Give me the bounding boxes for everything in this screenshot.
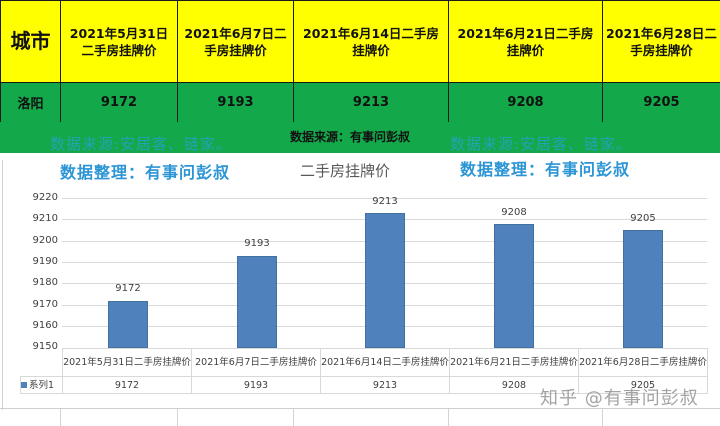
row-city: 洛阳 bbox=[0, 82, 61, 123]
category-label: 2021年6月7日二手房挂牌价 bbox=[191, 348, 321, 377]
y-tick: 9200 bbox=[32, 235, 58, 246]
series-value: 9208 bbox=[449, 376, 579, 394]
chart-data-table: 2021年5月31日二手房挂牌价 2021年6月7日二手房挂牌价 2021年6月… bbox=[20, 348, 708, 394]
y-tick: 9220 bbox=[32, 192, 58, 203]
corner-cell bbox=[21, 349, 63, 377]
legend-entry: 系列1 bbox=[20, 376, 63, 394]
header-col-5: 2021年6月28日二手房挂牌价 bbox=[602, 0, 720, 83]
header-col-2: 2021年6月7日二手房挂牌价 bbox=[177, 0, 294, 83]
series-row: 系列1 9172 9193 9213 9208 9205 bbox=[20, 376, 708, 394]
category-row: 2021年5月31日二手房挂牌价 2021年6月7日二手房挂牌价 2021年6月… bbox=[21, 348, 708, 377]
organizer-watermark-left: 数据整理：有事问彭叔 bbox=[60, 163, 231, 182]
row-value-3: 9213 bbox=[293, 82, 449, 123]
bar-2 bbox=[237, 256, 277, 348]
price-table: 城市 2021年5月31日二手房挂牌价 2021年6月7日二手房挂牌价 2021… bbox=[0, 0, 720, 123]
category-label: 2021年6月14日二手房挂牌价 bbox=[320, 348, 450, 377]
row-value-5: 9205 bbox=[602, 82, 720, 123]
y-tick: 9160 bbox=[32, 320, 58, 331]
data-label: 9205 bbox=[630, 213, 656, 224]
data-label: 9193 bbox=[244, 238, 270, 249]
zhihu-watermark: 知乎 @有事问彭叔 bbox=[540, 388, 699, 409]
bar-4 bbox=[494, 224, 534, 348]
chart-title: 二手房挂牌价 bbox=[300, 162, 391, 180]
source-center-text: 数据来源：有事问彭叔 bbox=[290, 130, 411, 144]
data-label: 9172 bbox=[115, 283, 141, 294]
source-banner bbox=[0, 122, 720, 153]
header-col-1: 2021年5月31日二手房挂牌价 bbox=[60, 0, 178, 83]
bar-3 bbox=[365, 213, 405, 348]
series-value: 9193 bbox=[191, 376, 321, 394]
legend-label: 系列1 bbox=[29, 379, 55, 391]
sheet-grid bbox=[0, 408, 720, 426]
data-label: 9213 bbox=[372, 196, 398, 207]
y-tick: 9190 bbox=[32, 256, 58, 267]
gridline bbox=[62, 198, 707, 199]
table-row: 洛阳 9172 9193 9213 9208 9205 bbox=[0, 82, 720, 123]
row-value-4: 9208 bbox=[448, 82, 603, 123]
series-value: 9172 bbox=[62, 376, 192, 394]
source-watermark-left: 数据来源:安居客、链家。 bbox=[50, 135, 233, 153]
series-value: 9205 bbox=[578, 376, 708, 394]
bar-5 bbox=[623, 230, 663, 348]
y-tick: 9180 bbox=[32, 277, 58, 288]
row-value-2: 9193 bbox=[177, 82, 294, 123]
divider bbox=[2, 160, 3, 410]
row-value-1: 9172 bbox=[60, 82, 178, 123]
data-label: 9208 bbox=[501, 207, 527, 218]
organizer-watermark-right: 数据整理：有事问彭叔 bbox=[460, 160, 631, 179]
y-tick: 9210 bbox=[32, 213, 58, 224]
y-tick: 9170 bbox=[32, 299, 58, 310]
bar-1 bbox=[108, 301, 148, 348]
table-header-row: 城市 2021年5月31日二手房挂牌价 2021年6月7日二手房挂牌价 2021… bbox=[0, 0, 720, 83]
y-tick: 9150 bbox=[32, 341, 58, 352]
category-label: 2021年5月31日二手房挂牌价 bbox=[62, 348, 192, 377]
source-watermark-right: 数据来源:安居客、链家。 bbox=[450, 135, 633, 153]
legend-key-icon bbox=[21, 382, 27, 388]
header-city: 城市 bbox=[0, 0, 61, 83]
series-value: 9213 bbox=[320, 376, 450, 394]
header-col-3: 2021年6月14日二手房挂牌价 bbox=[293, 0, 449, 83]
header-col-4: 2021年6月21日二手房挂牌价 bbox=[448, 0, 603, 83]
category-label: 2021年6月21日二手房挂牌价 bbox=[449, 348, 579, 377]
category-label: 2021年6月28日二手房挂牌价 bbox=[578, 348, 708, 377]
